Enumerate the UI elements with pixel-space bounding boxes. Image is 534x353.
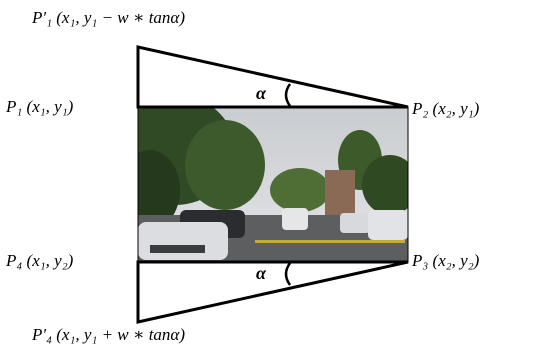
point-label: P′₄ (x₁, y₁ + w ∗ tanα) [31, 325, 185, 344]
point-label: P′₁ (x₁, y₁ − w ∗ tanα) [31, 8, 185, 27]
angle-arc [286, 84, 290, 106]
point-label: P₂ (x₂, y₁) [411, 99, 480, 118]
angle-label: α [256, 83, 267, 103]
bottom-triangle [138, 262, 408, 322]
point-label: P₁ (x₁, y₁) [5, 97, 74, 116]
angle-label: α [256, 263, 267, 283]
street-photo [115, 95, 418, 262]
angle-arc [286, 263, 290, 285]
top-triangle [138, 47, 408, 107]
point-label: P₄ (x₁, y₂) [5, 251, 74, 270]
point-label: P₃ (x₂, y₂) [411, 251, 480, 270]
diagram: α α P′₁ (x₁, y₁ − w ∗ tanα) P₁ (x₁, y₁) … [0, 0, 534, 353]
